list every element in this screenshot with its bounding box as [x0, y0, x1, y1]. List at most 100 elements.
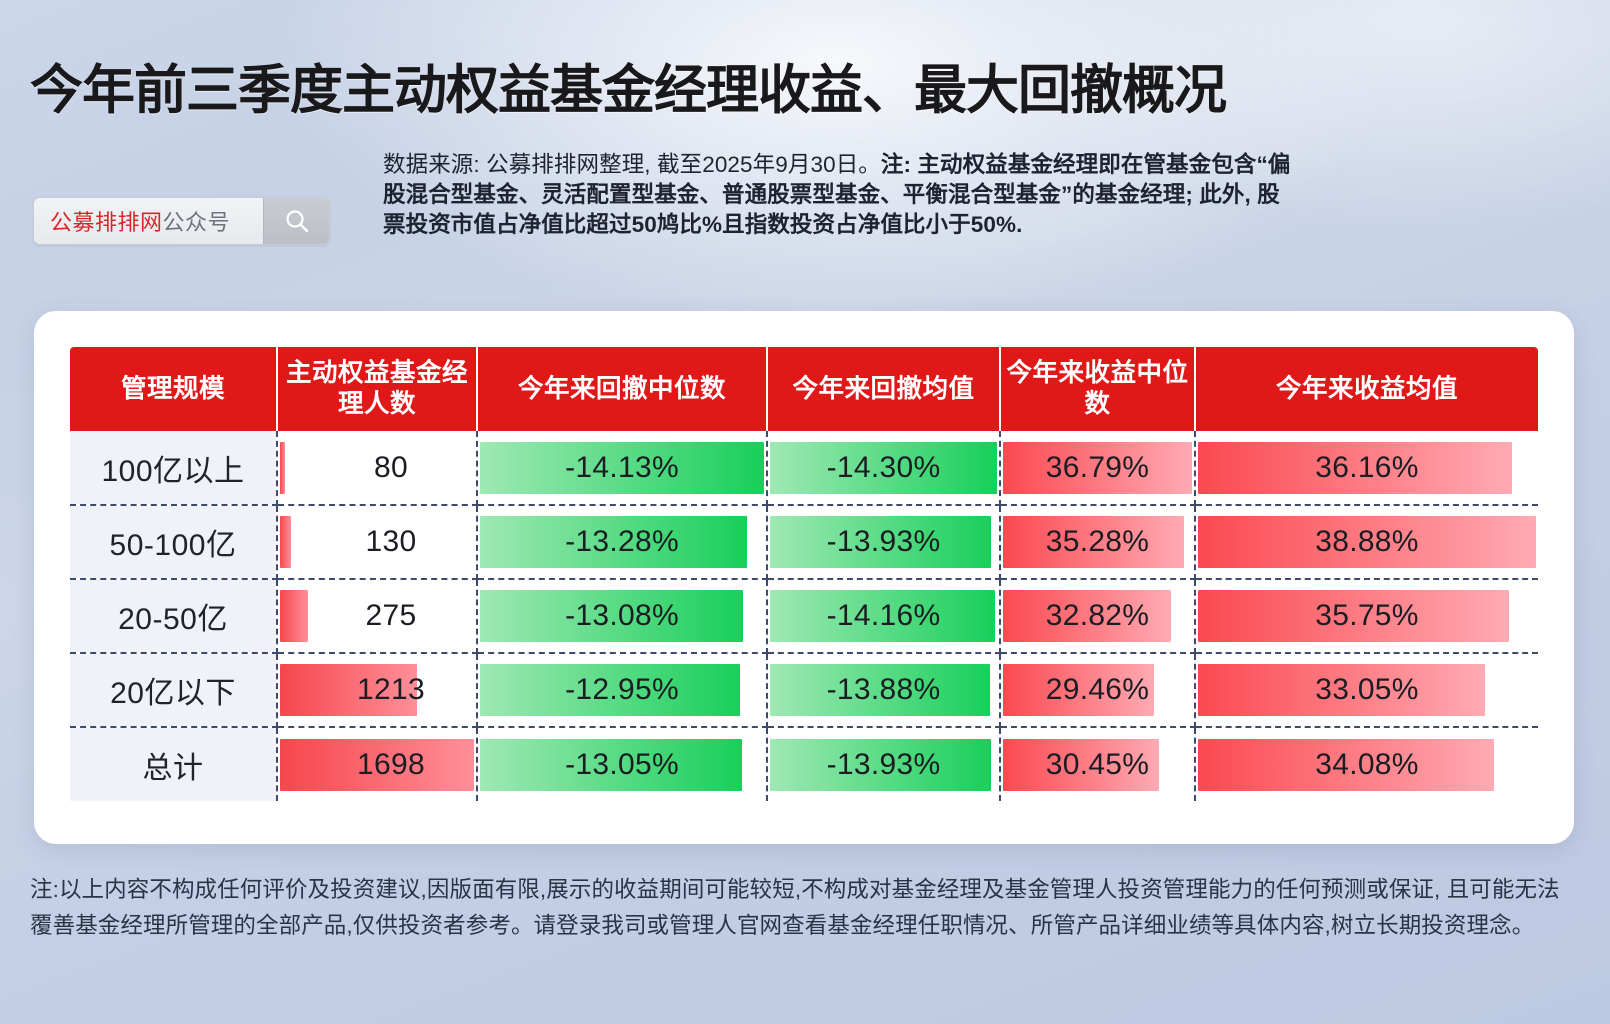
value-bar — [280, 441, 285, 494]
table-row: 总计 1698 -13.05% -13.93% 30.45% 34.08% — [70, 727, 1538, 801]
bar-cell-inner: 32.82% — [1001, 580, 1194, 652]
bar-cell-inner: -12.95% — [478, 654, 766, 726]
cell-drawdown-mean: -14.30% — [767, 431, 1001, 506]
cell-return-mean: 35.75% — [1195, 579, 1538, 654]
value-bar — [1198, 738, 1494, 791]
brand-name: 公募排排网 — [50, 210, 163, 235]
bar-cell-inner: -14.16% — [768, 580, 999, 652]
value-label: -14.13% — [565, 450, 679, 484]
col-header-return-mean: 今年来收益均值 — [1195, 347, 1538, 431]
search-button[interactable] — [263, 198, 329, 244]
table-header: 管理规模 主动权益基金经理人数 今年来回撤中位数 今年来回撤均值 今年来收益中位… — [70, 347, 1538, 431]
value-label: 1698 — [357, 747, 425, 781]
value-label: -13.08% — [565, 599, 679, 632]
disclaimer-note: 注:以上内容不构成任何评价及投资建议,因版面有限,展示的收益期间可能较短,不构成… — [30, 877, 1560, 938]
summary-table: 管理规模 主动权益基金经理人数 今年来回撤中位数 今年来回撤均值 今年来收益中位… — [70, 347, 1538, 801]
value-label: -12.95% — [565, 673, 679, 706]
bar-cell-inner: 130 — [278, 506, 476, 578]
bar-cell-inner: -14.30% — [768, 431, 999, 504]
bar-cell-inner: -13.05% — [478, 728, 766, 801]
col-header-scale: 管理规模 — [70, 347, 278, 431]
value-bar — [1003, 738, 1159, 791]
cell-drawdown-median: -13.08% — [477, 579, 768, 654]
value-label: -13.88% — [826, 673, 941, 706]
cell-return-median: 29.46% — [1000, 653, 1196, 728]
bar-cell-inner: 38.88% — [1196, 506, 1538, 578]
value-bar — [1003, 441, 1192, 494]
value-bar — [480, 738, 743, 791]
row-label-scale: 20亿以下 — [70, 653, 278, 728]
value-bar — [770, 516, 991, 568]
value-bar — [770, 664, 991, 716]
value-bar — [480, 441, 764, 494]
cell-drawdown-mean: -14.16% — [767, 579, 1001, 654]
bar-cell-inner: 29.46% — [1001, 654, 1194, 726]
bar-cell-inner: -13.88% — [768, 654, 999, 726]
value-bar — [1198, 516, 1536, 568]
value-label: 29.46% — [1045, 673, 1150, 706]
search-pill-text: 公募排排网 公众号 — [34, 198, 263, 244]
source-note-bold: 注: 主动权益基金经理即在管基金包含“偏股混合型基金、灵活配置型基金、普通股票型… — [383, 152, 1291, 237]
value-label: 275 — [365, 599, 417, 632]
bar-cell-inner: 33.05% — [1196, 654, 1538, 726]
bar-cell-inner: 36.79% — [1001, 431, 1194, 504]
wechat-account-search-pill[interactable]: 公募排排网 公众号 — [33, 197, 330, 245]
cell-manager-count: 130 — [277, 505, 478, 580]
source-note: 数据来源: 公募排排网整理, 截至2025年9月30日。注: 主动权益基金经理即… — [383, 150, 1293, 240]
value-label: 130 — [365, 525, 417, 558]
cell-drawdown-median: -12.95% — [477, 653, 768, 728]
value-label: 80 — [374, 450, 408, 484]
row-label-scale: 100亿以上 — [70, 431, 278, 506]
table-header-row: 管理规模 主动权益基金经理人数 今年来回撤中位数 今年来回撤均值 今年来收益中位… — [70, 347, 1538, 431]
value-label: -13.93% — [826, 525, 941, 558]
value-bar — [1198, 441, 1513, 494]
cell-return-mean: 38.88% — [1195, 505, 1538, 580]
cell-manager-count: 1213 — [277, 653, 478, 728]
value-label: -13.28% — [565, 525, 679, 558]
value-label: -13.93% — [826, 747, 941, 781]
col-header-manager-count: 主动权益基金经理人数 — [277, 347, 478, 431]
value-label: 35.75% — [1315, 599, 1419, 632]
value-label: 34.08% — [1315, 747, 1419, 781]
bar-cell-inner: 1213 — [278, 654, 476, 726]
cell-return-median: 36.79% — [1000, 431, 1196, 506]
cell-return-median: 32.82% — [1000, 579, 1196, 654]
table-row: 100亿以上 80 -14.13% -14.30% 36.79% 36.16% — [70, 431, 1538, 506]
search-icon — [283, 207, 311, 235]
cell-drawdown-mean: -13.88% — [767, 653, 1001, 728]
value-label: 1213 — [357, 673, 425, 706]
cell-return-mean: 33.05% — [1195, 653, 1538, 728]
page-title: 今年前三季度主动权益基金经理收益、最大回撤概况 — [30, 60, 1227, 121]
bar-cell-inner: 35.28% — [1001, 506, 1194, 578]
cell-return-mean: 36.16% — [1195, 431, 1538, 506]
table-row: 50-100亿 130 -13.28% -13.93% 35.28% 38.88% — [70, 505, 1538, 580]
cell-drawdown-median: -14.13% — [477, 431, 768, 506]
value-label: 36.79% — [1045, 450, 1150, 484]
bar-cell-inner: -13.93% — [768, 728, 999, 801]
col-header-return-median: 今年来收益中位数 — [1000, 347, 1196, 431]
row-label-scale: 总计 — [70, 727, 278, 801]
brand-suffix: 公众号 — [162, 210, 231, 235]
cell-drawdown-mean: -13.93% — [767, 505, 1001, 580]
value-bar — [480, 664, 741, 716]
row-label-scale: 50-100亿 — [70, 505, 278, 580]
row-label-scale: 20-50亿 — [70, 579, 278, 654]
cell-manager-count: 1698 — [277, 727, 478, 801]
table-row: 20亿以下 1213 -12.95% -13.88% 29.46% 33.05% — [70, 653, 1538, 728]
value-label: 35.28% — [1045, 525, 1150, 558]
value-label: -13.05% — [565, 747, 679, 781]
value-label: -14.16% — [826, 599, 941, 632]
value-bar — [280, 590, 308, 642]
value-bar — [280, 516, 292, 568]
cell-return-mean: 34.08% — [1195, 727, 1538, 801]
bar-cell-inner: -13.08% — [478, 580, 766, 652]
bar-cell-inner: 1698 — [278, 728, 476, 801]
value-label: 32.82% — [1045, 599, 1150, 632]
col-header-drawdown-mean: 今年来回撤均值 — [767, 347, 1001, 431]
bar-cell-inner: 30.45% — [1001, 728, 1194, 801]
col-header-drawdown-median: 今年来回撤中位数 — [477, 347, 768, 431]
value-bar — [770, 738, 991, 791]
cell-manager-count: 275 — [277, 579, 478, 654]
bar-cell-inner: -13.28% — [478, 506, 766, 578]
value-bar — [1003, 516, 1185, 568]
